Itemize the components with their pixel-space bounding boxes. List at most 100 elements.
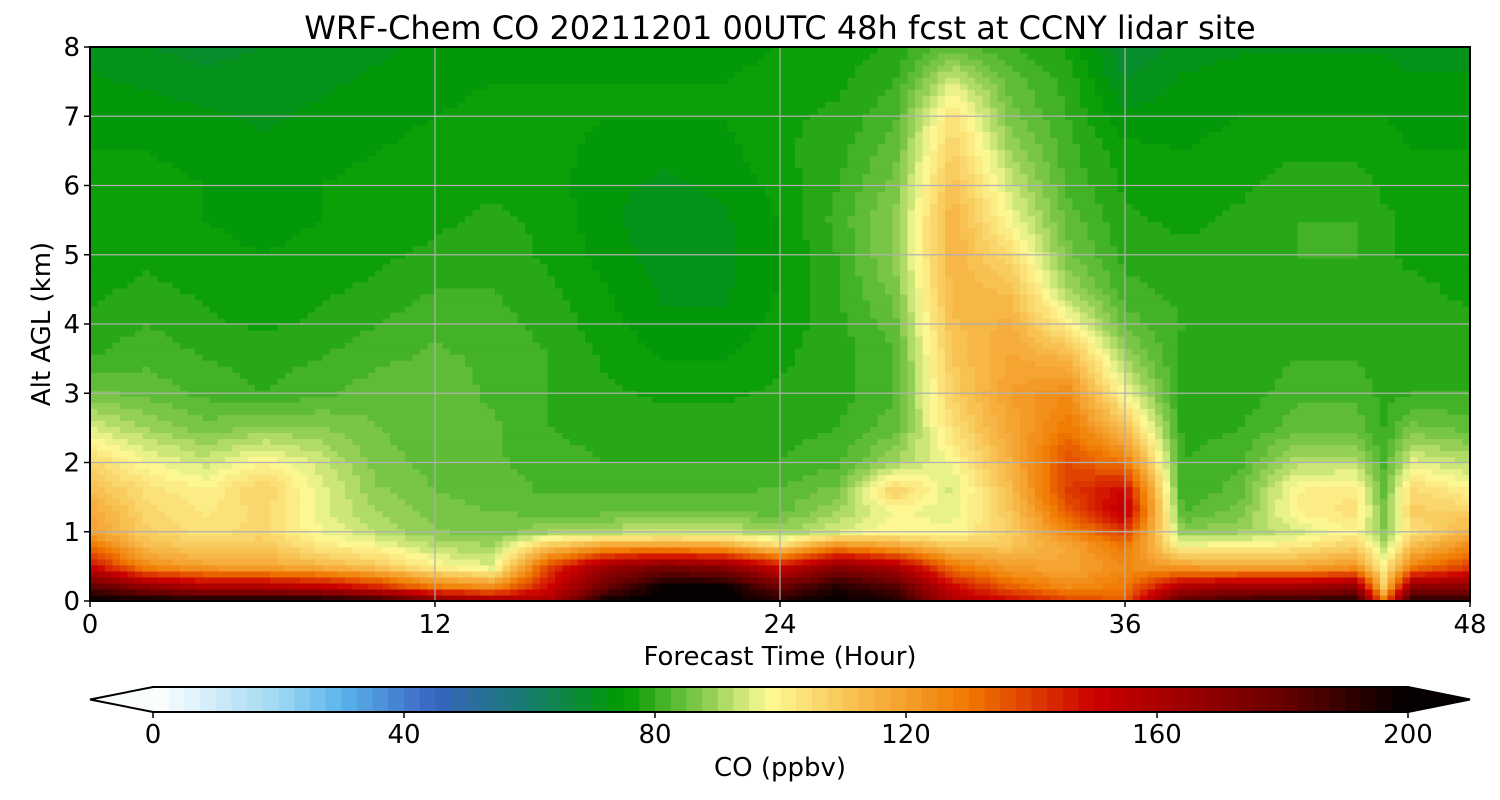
heatmap-cell <box>142 588 151 596</box>
heatmap-cell <box>1117 450 1126 458</box>
heatmap-cell <box>645 510 654 518</box>
heatmap-cell <box>405 510 414 518</box>
heatmap-cell <box>277 468 286 476</box>
heatmap-cell <box>1200 588 1209 596</box>
heatmap-cell <box>570 588 579 596</box>
heatmap-cell <box>390 522 399 530</box>
heatmap-cell <box>1335 450 1344 458</box>
heatmap-cell <box>157 480 166 488</box>
heatmap-cell <box>967 522 976 530</box>
heatmap-cell <box>435 522 444 530</box>
heatmap-cell <box>1275 462 1284 470</box>
heatmap-cell <box>472 558 481 566</box>
heatmap-cell <box>1252 492 1261 500</box>
heatmap-cell <box>397 570 406 578</box>
heatmap-cell <box>277 588 286 596</box>
heatmap-cell <box>225 504 234 512</box>
heatmap-cell <box>1432 456 1441 464</box>
heatmap-cell <box>1042 576 1051 584</box>
heatmap-cell <box>1252 546 1261 554</box>
heatmap-cell <box>450 552 459 560</box>
heatmap-cell <box>967 438 976 446</box>
heatmap-cell <box>900 564 909 572</box>
heatmap-cell <box>1200 516 1209 524</box>
heatmap-cell <box>1402 594 1411 601</box>
heatmap-cell <box>1035 450 1044 458</box>
heatmap-cell <box>1065 450 1074 458</box>
heatmap-cell <box>1185 462 1194 470</box>
heatmap-cell <box>660 594 669 601</box>
heatmap-cell <box>1462 570 1470 578</box>
heatmap-cell <box>315 498 324 506</box>
heatmap-cell <box>705 498 714 506</box>
heatmap-cell <box>757 468 766 476</box>
heatmap-cell <box>1140 498 1149 506</box>
heatmap-cell <box>780 516 789 524</box>
heatmap-cell <box>97 486 106 494</box>
heatmap-cell <box>562 468 571 476</box>
heatmap-cell <box>555 552 564 560</box>
heatmap-cell <box>1192 582 1201 590</box>
heatmap-cell <box>577 438 586 446</box>
heatmap-cell <box>720 522 729 530</box>
heatmap-cell <box>1402 504 1411 512</box>
heatmap-cell <box>1147 480 1156 488</box>
heatmap-cell <box>1252 516 1261 524</box>
heatmap-cell <box>150 516 159 524</box>
heatmap-cell <box>862 468 871 476</box>
heatmap-cell <box>997 522 1006 530</box>
heatmap-cell <box>547 594 556 601</box>
heatmap-cell <box>1155 438 1164 446</box>
heatmap-cell <box>1305 474 1314 482</box>
heatmap-cell <box>435 540 444 548</box>
heatmap-cell <box>735 576 744 584</box>
heatmap-cell <box>1125 504 1134 512</box>
heatmap-cell <box>772 510 781 518</box>
heatmap-cell <box>90 534 99 542</box>
heatmap-cell <box>510 522 519 530</box>
heatmap-cell <box>1207 450 1216 458</box>
heatmap-cell <box>952 534 961 542</box>
heatmap-cell <box>817 546 826 554</box>
heatmap-cell <box>930 468 939 476</box>
heatmap-cell <box>922 534 931 542</box>
heatmap-cell <box>1095 444 1104 452</box>
heatmap-cell <box>705 546 714 554</box>
heatmap-cell <box>742 480 751 488</box>
heatmap-cell <box>120 432 129 440</box>
heatmap-cell <box>630 462 639 470</box>
heatmap-cell <box>555 480 564 488</box>
heatmap-cell <box>1342 594 1351 601</box>
heatmap-cell <box>397 486 406 494</box>
heatmap-cell <box>135 546 144 554</box>
heatmap-cell <box>1290 564 1299 572</box>
heatmap-cell <box>1117 516 1126 524</box>
heatmap-cell <box>105 516 114 524</box>
heatmap-cell <box>832 462 841 470</box>
heatmap-cell <box>105 546 114 554</box>
heatmap-cell <box>870 498 879 506</box>
heatmap-cell <box>802 492 811 500</box>
heatmap-cell <box>345 486 354 494</box>
heatmap-cell <box>600 438 609 446</box>
heatmap-cell <box>802 552 811 560</box>
heatmap-cell <box>757 552 766 560</box>
heatmap-cell <box>187 462 196 470</box>
heatmap-cell <box>1230 570 1239 578</box>
heatmap-cell <box>300 576 309 584</box>
heatmap-cell <box>922 588 931 596</box>
heatmap-cell <box>1320 474 1329 482</box>
heatmap-cell <box>1042 438 1051 446</box>
heatmap-cell <box>1087 576 1096 584</box>
heatmap-cell <box>1027 438 1036 446</box>
heatmap-cell <box>922 450 931 458</box>
heatmap-cell <box>187 450 196 458</box>
heatmap-cell <box>382 504 391 512</box>
heatmap-cell <box>1177 456 1186 464</box>
heatmap-cell <box>645 444 654 452</box>
heatmap-cell <box>847 456 856 464</box>
heatmap-cell <box>420 576 429 584</box>
heatmap-cell <box>262 492 271 500</box>
heatmap-cell <box>135 594 144 601</box>
heatmap-cell <box>120 570 129 578</box>
